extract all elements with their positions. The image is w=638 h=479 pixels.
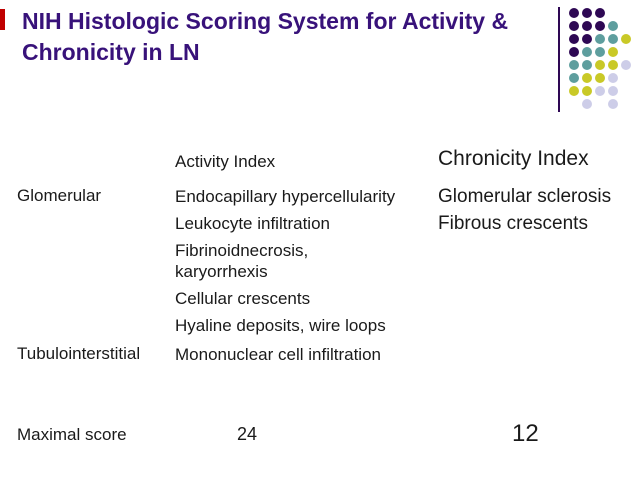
activity-item: Mononuclear cell infiltration (175, 345, 381, 364)
decor-dot (581, 59, 592, 70)
decor-dot (607, 20, 618, 31)
decor-dot (568, 7, 579, 18)
decor-dot (607, 85, 618, 96)
dots-decoration (567, 6, 632, 110)
slide-title: NIH Histologic Scoring System for Activi… (22, 6, 562, 68)
decor-dot (581, 72, 592, 83)
decor-dot (594, 59, 605, 70)
vertical-divider-line (558, 7, 560, 112)
decor-dot (607, 46, 618, 57)
decor-dot (594, 72, 605, 83)
decor-dot (581, 98, 592, 109)
activity-item: Fibrinoidnecrosis, (175, 241, 309, 260)
decor-dot (568, 20, 579, 31)
decor-dot (607, 98, 618, 109)
decor-dot (568, 59, 579, 70)
activity-index-header: Activity Index (175, 152, 276, 171)
row-label-tubulointerstitial: Tubulointerstitial (17, 344, 141, 363)
chronicity-maximal-score: 12 (512, 420, 539, 447)
red-accent-bar (0, 9, 5, 30)
chronicity-index-header: Chronicity Index (438, 147, 589, 170)
decor-dot (594, 7, 605, 18)
decor-dot (581, 85, 592, 96)
decor-dot (620, 33, 631, 44)
chronicity-item: Fibrous crescents (438, 213, 588, 234)
decor-dot (607, 72, 618, 83)
glomerular-activity-items: Endocapillary hypercellularity Leukocyte… (175, 186, 435, 336)
row-label-glomerular: Glomerular (17, 186, 102, 205)
row-label-maximal-score: Maximal score (17, 425, 127, 444)
chronicity-item: Glomerular sclerosis (438, 186, 612, 207)
decor-dot (581, 33, 592, 44)
decor-dot (568, 85, 579, 96)
activity-item-continuation: karyorrhexis (175, 262, 268, 281)
title-line2: Chronicity in LN (22, 39, 200, 65)
glomerular-chronicity-items: Glomerular sclerosis Fibrous crescents (438, 186, 628, 234)
decor-dot (594, 46, 605, 57)
decor-dot (581, 7, 592, 18)
decor-dot (607, 59, 618, 70)
title-line1: NIH Histologic Scoring System for Activi… (22, 8, 509, 34)
decor-dot (607, 33, 618, 44)
decor-dot (594, 20, 605, 31)
activity-item: Cellular crescents (175, 289, 311, 308)
decor-dot (581, 46, 592, 57)
tubulointerstitial-activity-items: Mononuclear cell infiltration (175, 344, 455, 365)
decor-dot (594, 33, 605, 44)
activity-item: Endocapillary hypercellularity (175, 187, 396, 206)
activity-item: Leukocyte infiltration (175, 214, 330, 233)
decor-dot (568, 33, 579, 44)
decor-dot (594, 85, 605, 96)
decor-dot (568, 46, 579, 57)
activity-maximal-score: 24 (237, 424, 258, 444)
decor-dot (581, 20, 592, 31)
activity-item: Hyaline deposits, wire loops (175, 316, 386, 335)
decor-dot (568, 72, 579, 83)
decor-dot (620, 59, 631, 70)
